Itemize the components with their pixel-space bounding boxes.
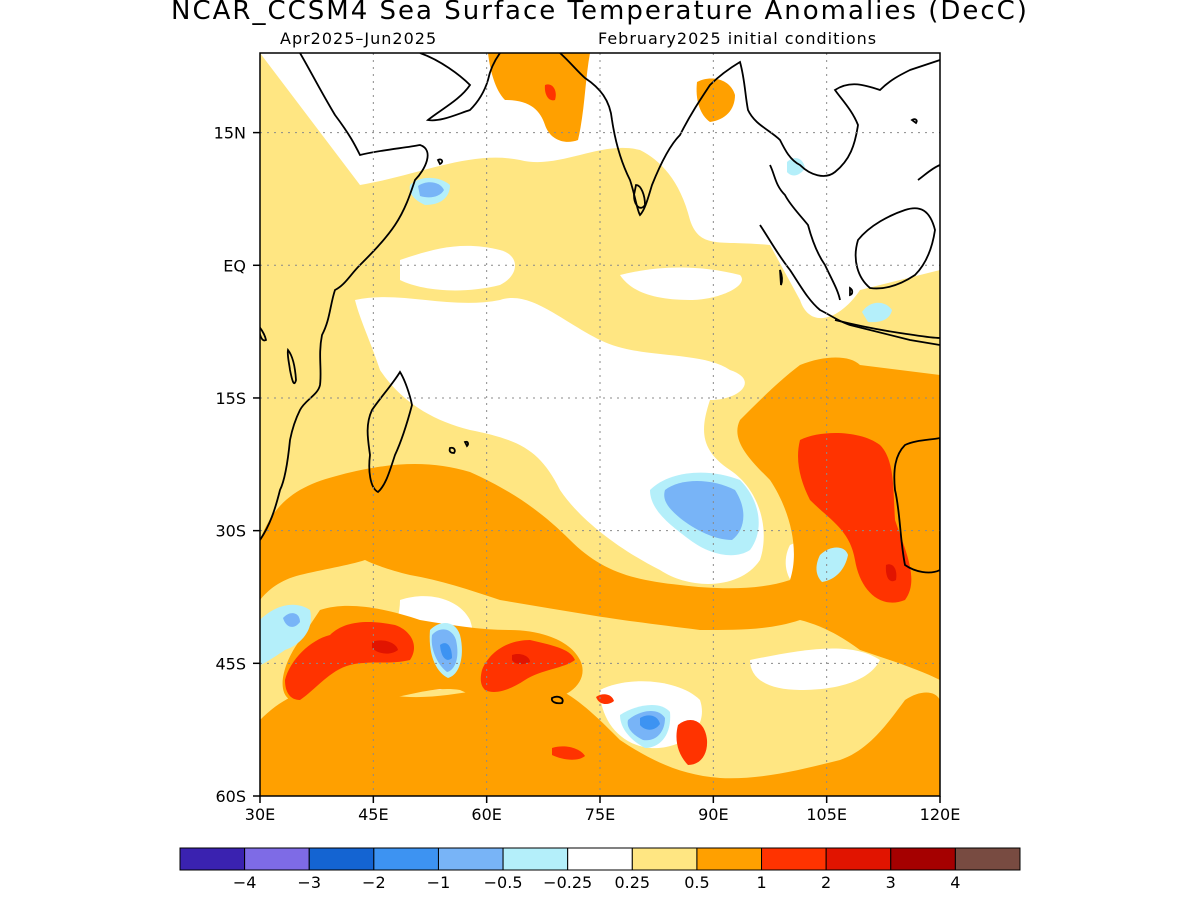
colorbar-swatch — [696, 847, 763, 871]
lon-tick-label: 75E — [585, 805, 615, 824]
colorbar-swatch — [567, 847, 633, 871]
stronger-negative-spots — [440, 643, 660, 730]
graticule — [260, 53, 940, 796]
initial-conditions: February2025 initial conditions — [598, 29, 878, 48]
colorbar-label: −1 — [427, 873, 451, 892]
colorbar-label: 4 — [950, 873, 960, 892]
lat-tick-label: 60S — [215, 787, 246, 806]
lon-tick-label: 105E — [806, 805, 847, 824]
colorbar: −4 −3 −2 −1 −0.5 −0.25 0.25 0.5 1 2 3 4 — [179, 847, 1021, 892]
stronger-positive-spots — [372, 564, 897, 665]
chart-title: NCAR_CCSM4 Sea Surface Temperature Anoma… — [171, 0, 1029, 26]
coastlines — [260, 53, 940, 705]
lon-tick-label: 120E — [920, 805, 961, 824]
lat-tick-label: 45S — [215, 654, 246, 673]
longitude-axis: 30E 45E 60E 75E 90E 105E 120E — [245, 796, 961, 824]
lat-tick-label: 15N — [214, 124, 246, 143]
colorbar-label: 0.5 — [684, 873, 709, 892]
colorbar-label: −0.25 — [543, 873, 592, 892]
colorbar-label: −3 — [297, 873, 321, 892]
anomaly-field — [260, 53, 940, 796]
colorbar-label: −2 — [362, 873, 386, 892]
lon-tick-label: 45E — [358, 805, 388, 824]
colorbar-label: 0.25 — [614, 873, 650, 892]
colorbar-swatch — [179, 847, 246, 871]
colorbar-label: −4 — [233, 873, 257, 892]
lat-tick-label: 30S — [215, 522, 246, 541]
lon-tick-label: 60E — [471, 805, 501, 824]
colorbar-swatch — [954, 847, 1021, 871]
lon-tick-label: 90E — [698, 805, 728, 824]
colorbar-label: −0.5 — [484, 873, 523, 892]
lat-tick-label: 15S — [215, 389, 246, 408]
colorbar-swatch — [244, 847, 310, 871]
colorbar-swatch — [308, 847, 375, 871]
colorbar-swatch — [437, 847, 504, 871]
colorbar-swatch — [825, 847, 892, 871]
colorbar-swatch — [502, 847, 569, 871]
colorbar-label: 2 — [821, 873, 831, 892]
latitude-axis: 15N EQ 15S 30S 45S 60S — [214, 124, 260, 806]
colorbar-label: 1 — [756, 873, 766, 892]
colorbar-swatch — [373, 847, 439, 871]
colorbar-label: 3 — [886, 873, 896, 892]
lon-tick-label: 30E — [245, 805, 275, 824]
colorbar-swatch — [761, 847, 827, 871]
colorbar-swatch — [631, 847, 698, 871]
lat-tick-label: EQ — [223, 256, 246, 275]
colorbar-swatch — [890, 847, 956, 871]
forecast-period: Apr2025–Jun2025 — [280, 29, 438, 48]
